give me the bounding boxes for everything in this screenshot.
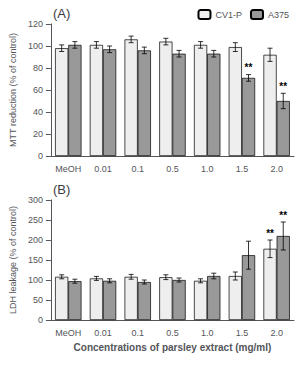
svg-text:300: 300 bbox=[28, 195, 43, 205]
svg-text:MeOH: MeOH bbox=[55, 328, 81, 338]
svg-text:0.1: 0.1 bbox=[131, 164, 144, 174]
svg-text:1.0: 1.0 bbox=[201, 328, 214, 338]
svg-text:**: ** bbox=[245, 62, 253, 73]
svg-text:120: 120 bbox=[28, 19, 43, 29]
svg-text:A375: A375 bbox=[268, 10, 289, 20]
svg-text:1.5: 1.5 bbox=[236, 328, 249, 338]
svg-text:MeOH: MeOH bbox=[55, 164, 81, 174]
svg-text:MTT reduction (% of control): MTT reduction (% of control) bbox=[8, 33, 18, 147]
svg-text:2.0: 2.0 bbox=[270, 164, 283, 174]
svg-text:100: 100 bbox=[28, 275, 43, 285]
svg-text:Concentrations of parsley extr: Concentrations of parsley extract (mg/ml… bbox=[74, 342, 272, 353]
svg-text:CV1-P: CV1-P bbox=[215, 10, 242, 20]
svg-text:0: 0 bbox=[38, 315, 43, 325]
svg-text:0.5: 0.5 bbox=[166, 328, 179, 338]
svg-text:2.0: 2.0 bbox=[270, 328, 283, 338]
svg-text:50: 50 bbox=[33, 295, 43, 305]
svg-text:0: 0 bbox=[38, 151, 43, 161]
svg-text:**: ** bbox=[279, 210, 287, 221]
svg-text:1.5: 1.5 bbox=[236, 164, 249, 174]
svg-text:100: 100 bbox=[28, 41, 43, 51]
svg-text:0.5: 0.5 bbox=[166, 164, 179, 174]
svg-text:0.01: 0.01 bbox=[94, 164, 112, 174]
svg-text:80: 80 bbox=[33, 63, 43, 73]
svg-text:250: 250 bbox=[28, 215, 43, 225]
svg-text:(A): (A) bbox=[53, 6, 70, 21]
svg-text:200: 200 bbox=[28, 235, 43, 245]
svg-text:20: 20 bbox=[33, 129, 43, 139]
svg-text:(B): (B) bbox=[53, 182, 70, 197]
svg-text:0.01: 0.01 bbox=[94, 328, 112, 338]
svg-text:60: 60 bbox=[33, 85, 43, 95]
svg-text:LDH leakage (% of control): LDH leakage (% of control) bbox=[8, 206, 18, 314]
svg-text:1.0: 1.0 bbox=[201, 164, 214, 174]
svg-text:**: ** bbox=[266, 228, 274, 239]
svg-text:150: 150 bbox=[28, 255, 43, 265]
svg-text:0.1: 0.1 bbox=[131, 328, 144, 338]
svg-text:**: ** bbox=[279, 81, 287, 92]
svg-text:40: 40 bbox=[33, 107, 43, 117]
